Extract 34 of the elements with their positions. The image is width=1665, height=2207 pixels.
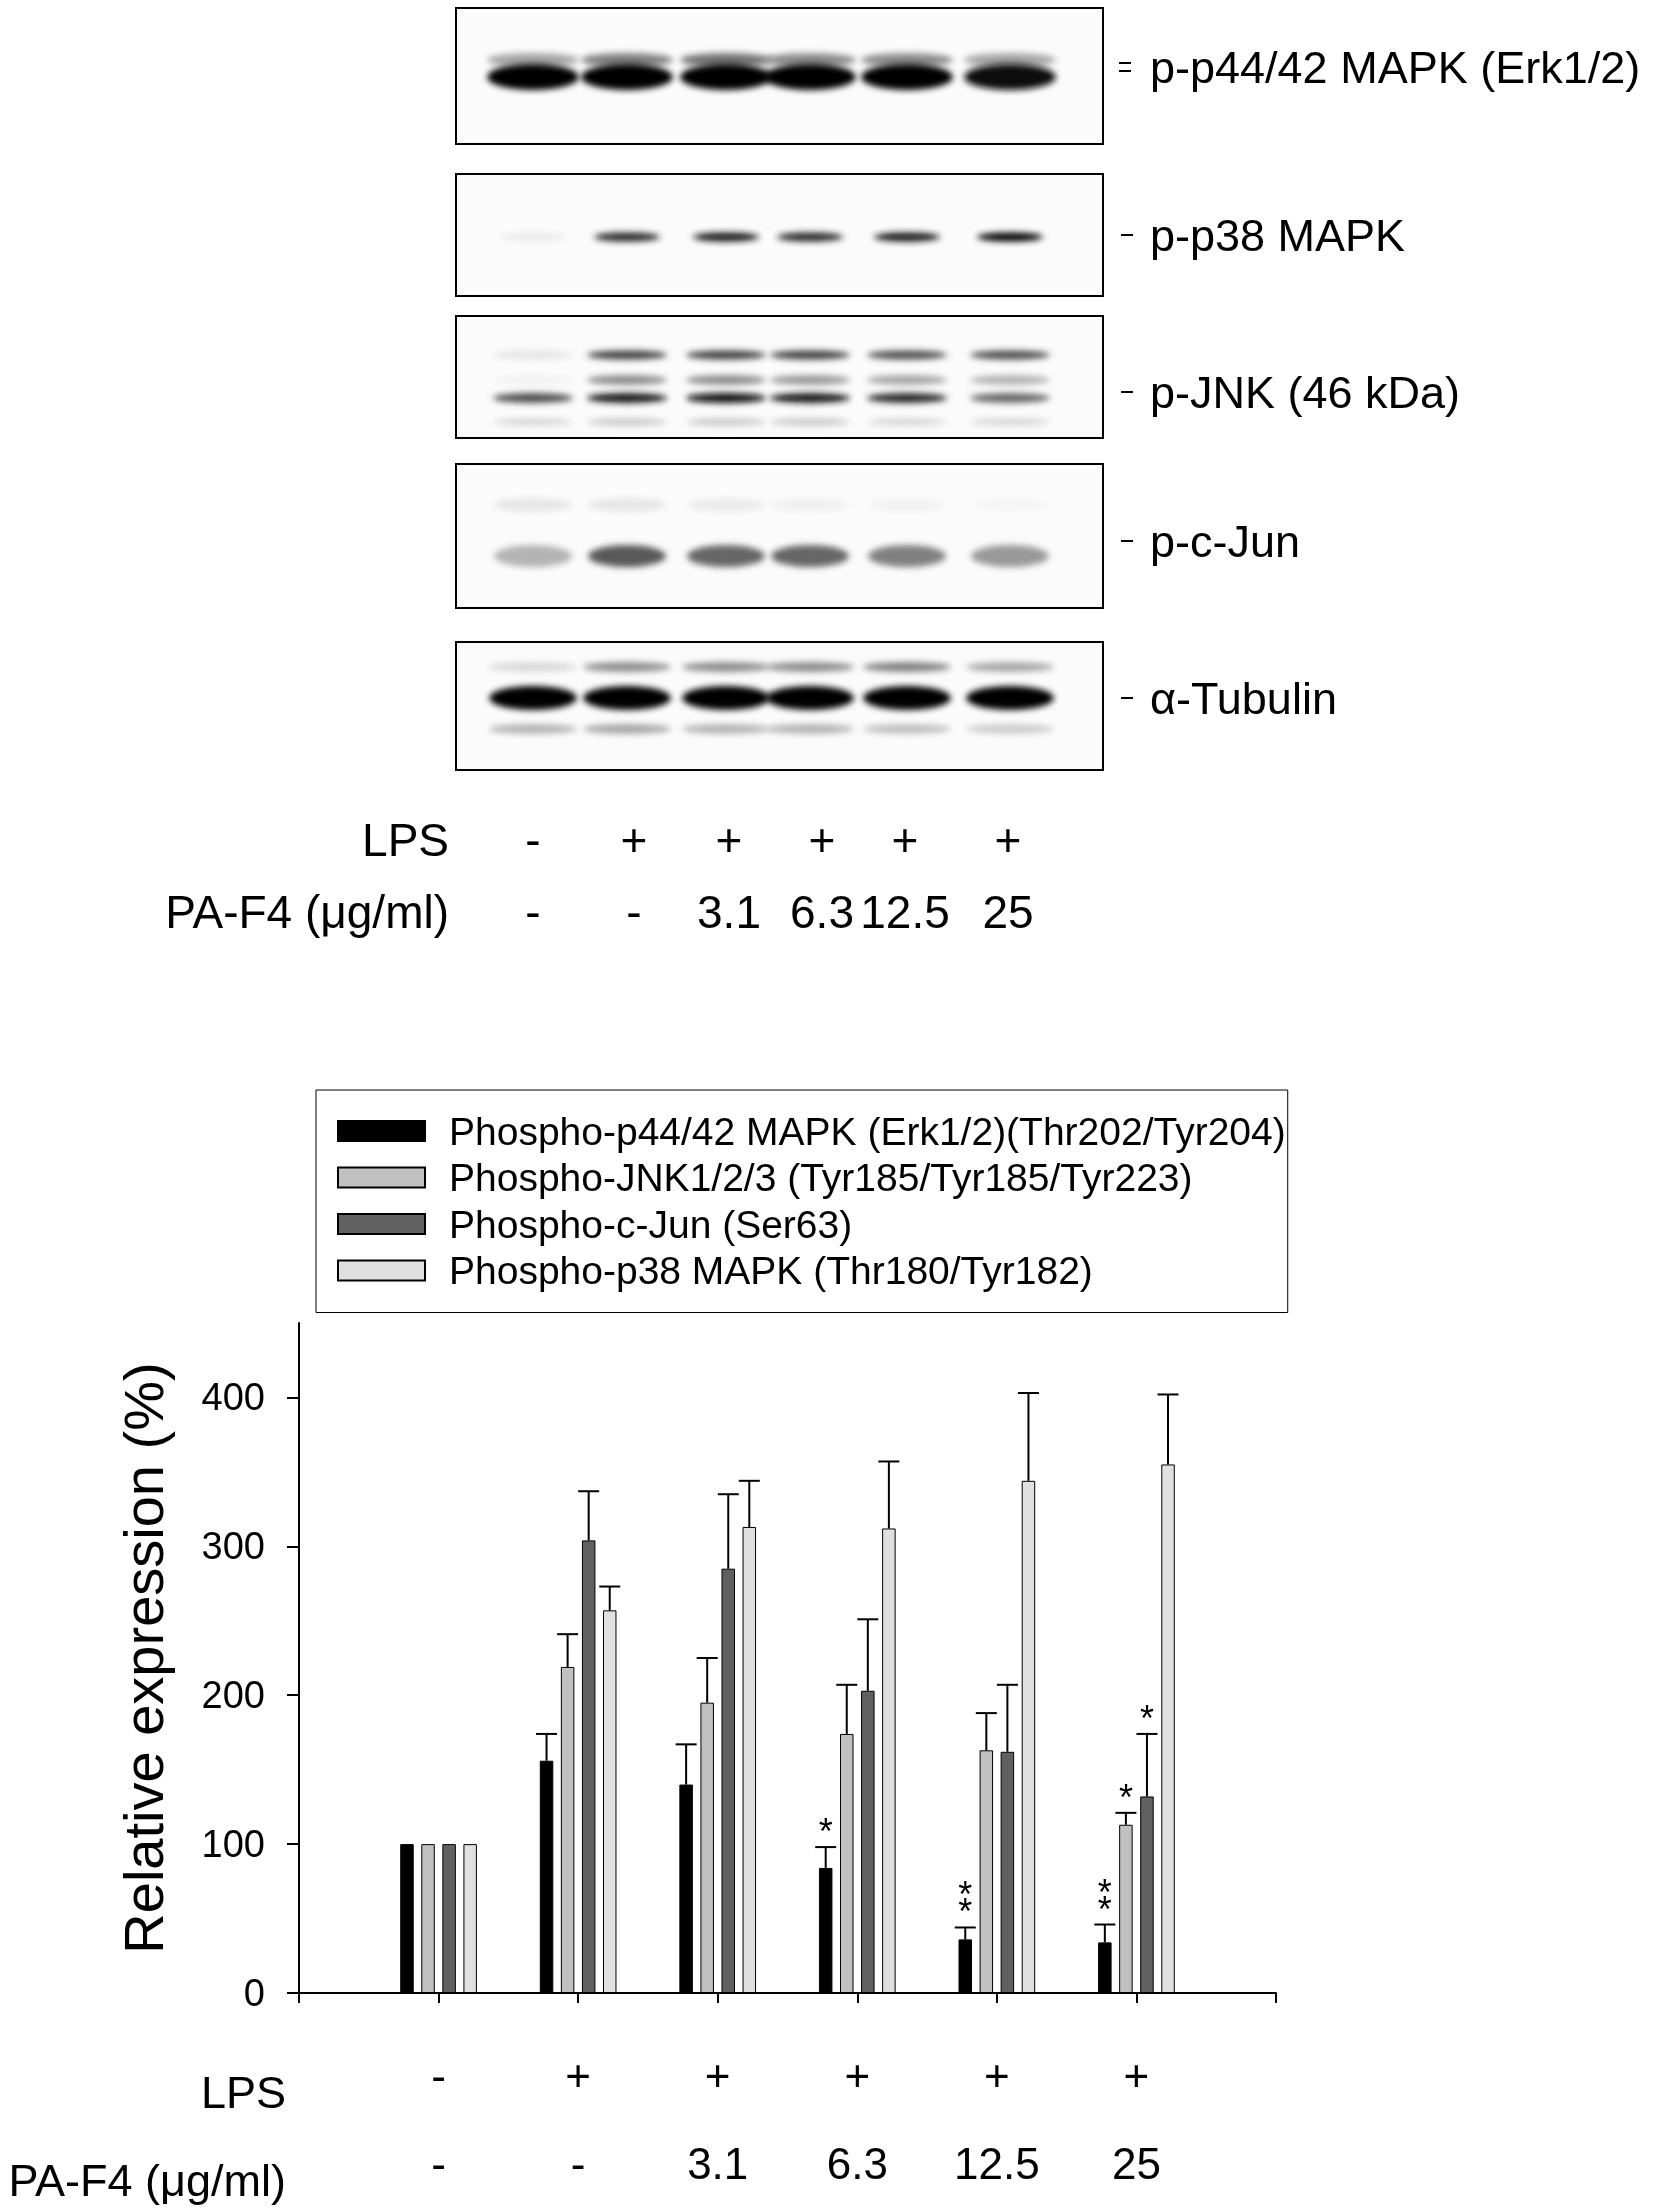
y-tick-label: 200 [201,1674,265,1717]
annotation: * [1139,1697,1154,1739]
y-tick-label: 400 [201,1376,265,1419]
x-tick-label: + 3.1 [687,2050,749,2188]
category-label: - - [525,814,541,938]
x-tick-label: + 12.5 [954,2050,1040,2188]
y-tick-label: 0 [243,1972,265,2014]
legend-label: Phospho-p38 MAPK (Thr180/Tyr182) [449,1249,1093,1292]
x-tick-label: - - [431,2050,446,2188]
text: α-Tubulin [1150,672,1337,724]
text: p-p38 MAPK [1150,209,1406,261]
x-tick-label: + 25 [1111,2050,1161,2188]
x-tick-label: + - [565,2050,591,2188]
x-tick-label: + 6.3 [826,2050,888,2188]
text: p-c-Jun [1150,515,1301,567]
x-axis-title: LPS PA-F4 (μg/ml) [8,2066,286,2206]
y-tick-label: 300 [201,1525,265,1568]
legend-label: Phospho-c-Jun (Ser63) [449,1202,853,1246]
annotation: * [1118,1776,1133,1818]
category-label: + 25 [982,814,1034,938]
category-label: + - [620,814,648,938]
annotation: ** [1097,1871,1112,1930]
text: p-JNK (46 kDa) [1150,366,1461,418]
text: p-p44/42 MAPK (Erk1/2) [1150,41,1641,93]
category-label: + 3.1 [697,814,761,938]
y-axis-title: Relative expression (%) [111,1362,175,1954]
y-tick-label: 100 [201,1823,265,1866]
legend-label: Phospho-p44/42 MAPK (Erk1/2)(Thr202/Tyr204) [449,1109,1286,1153]
annotation: ** [958,1874,973,1933]
legend-label: Phospho-JNK1/2/3 (Tyr185/Tyr185/Tyr223) [449,1156,1193,1199]
category-label: + 6.3 [790,814,854,938]
category-label: + 12.5 [860,814,950,938]
annotation: * [818,1811,833,1853]
text: LPS PA-F4 (μg/ml) [165,814,449,938]
